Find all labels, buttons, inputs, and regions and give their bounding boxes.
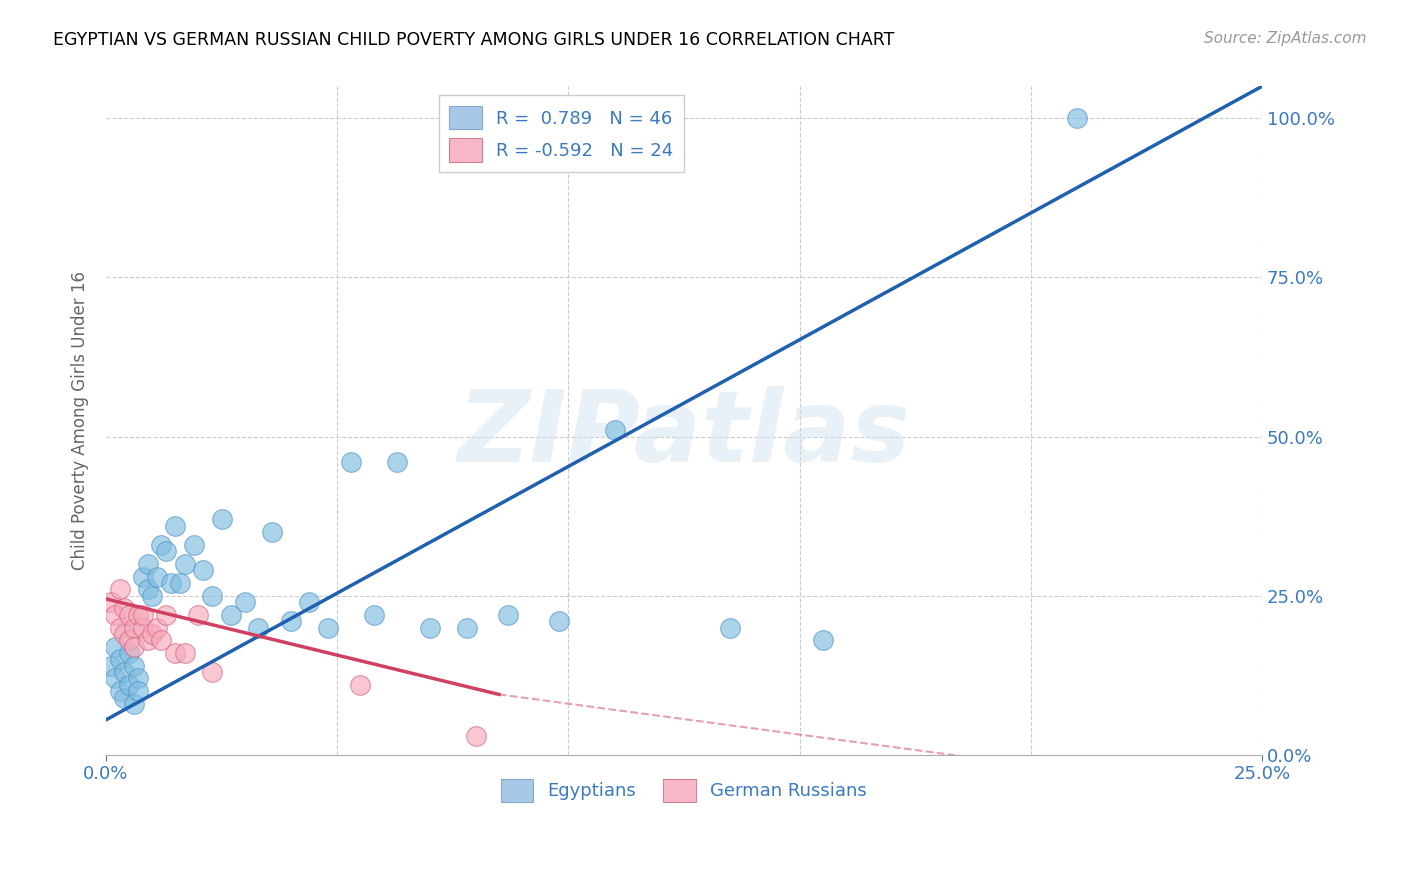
Point [150,633,173,648]
Point [187,607,209,622]
Point [136,582,159,597]
Text: Source: ZipAtlas.com: Source: ZipAtlas.com [1204,31,1367,46]
Point [201,589,224,603]
Point [387,455,409,469]
Point [122,640,145,654]
Point [349,678,371,692]
Point [112,601,135,615]
Point [112,627,135,641]
Point [603,423,626,437]
Point [496,607,519,622]
Point [811,633,834,648]
Point [132,621,155,635]
Point [340,455,363,469]
Point [112,690,135,705]
Point [108,652,131,666]
Point [456,621,478,635]
Point [419,621,441,635]
Point [146,621,169,635]
Point [169,576,191,591]
Point [127,672,149,686]
Point [173,646,195,660]
Point [141,589,163,603]
Point [108,684,131,698]
Point [247,621,270,635]
Point [219,607,242,622]
Point [118,633,141,648]
Point [112,665,135,680]
Point [548,614,571,628]
Point [165,646,187,660]
Point [233,595,256,609]
Point [262,524,284,539]
Point [316,621,339,635]
Point [108,621,131,635]
Point [141,627,163,641]
Point [127,684,149,698]
Y-axis label: Child Poverty Among Girls Under 16: Child Poverty Among Girls Under 16 [72,271,89,570]
Point [159,576,181,591]
Point [280,614,302,628]
Point [155,544,177,558]
Point [108,582,131,597]
Point [464,729,486,743]
Point [118,607,141,622]
Point [150,538,173,552]
Point [165,518,187,533]
Point [100,658,122,673]
Point [132,569,155,583]
Point [104,640,127,654]
Point [104,607,127,622]
Point [122,697,145,711]
Point [118,678,141,692]
Point [100,595,122,609]
Point [718,621,741,635]
Point [363,607,385,622]
Point [298,595,321,609]
Point [127,607,149,622]
Point [211,512,233,526]
Point [122,621,145,635]
Point [136,557,159,571]
Point [191,563,214,577]
Point [118,646,141,660]
Point [1066,112,1088,126]
Point [201,665,224,680]
Text: EGYPTIAN VS GERMAN RUSSIAN CHILD POVERTY AMONG GIRLS UNDER 16 CORRELATION CHART: EGYPTIAN VS GERMAN RUSSIAN CHILD POVERTY… [53,31,894,49]
Point [173,557,195,571]
Point [183,538,205,552]
Text: ZIPatlas: ZIPatlas [457,385,911,483]
Point [155,607,177,622]
Point [136,633,159,648]
Point [146,569,169,583]
Point [122,658,145,673]
Point [132,607,155,622]
Point [104,672,127,686]
Legend: Egyptians, German Russians: Egyptians, German Russians [489,768,877,813]
